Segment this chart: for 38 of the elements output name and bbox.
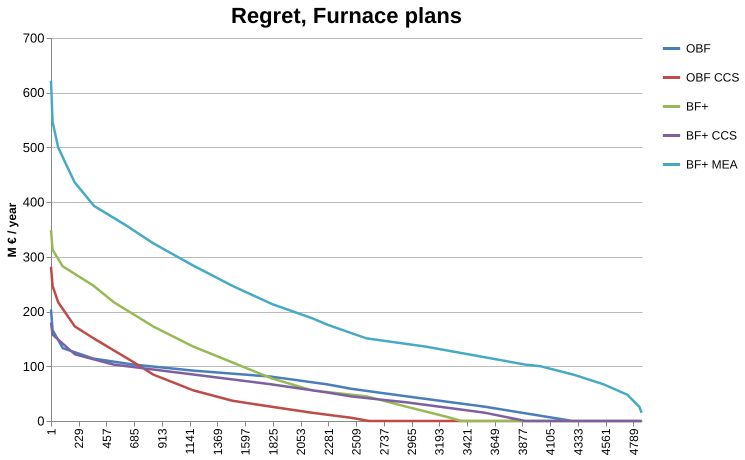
x-tick-label: 1141 [183, 428, 198, 454]
legend-label: OBF [686, 42, 711, 56]
y-tick-label: 0 [37, 414, 44, 428]
legend-label: BF+ CCS [686, 128, 738, 142]
legend-label: OBF CCS [686, 70, 740, 84]
x-tick-label: 4105 [544, 428, 558, 456]
y-tick-label: 700 [22, 30, 44, 46]
x-tick-label: 913 [155, 428, 170, 449]
y-tick-label: 200 [22, 304, 44, 320]
x-tick-label: 2509 [350, 428, 364, 456]
legend-label: BF+ MEA [686, 158, 738, 172]
x-tick-label: 2281 [322, 428, 336, 456]
x-tick-label: 3193 [432, 428, 447, 456]
x-tick-label: 1369 [210, 428, 225, 456]
x-tick-label: 1825 [266, 428, 280, 456]
chart-title: Regret, Furnace plans [230, 3, 462, 28]
x-tick-label: 2737 [377, 428, 392, 456]
line-series [50, 79, 643, 414]
y-axis-title: M € / year [4, 202, 19, 258]
y-tick-label: 100 [22, 358, 44, 374]
x-tick-label: 229 [72, 428, 86, 449]
x-tick-label: 685 [128, 428, 142, 449]
x-tick-label: 4789 [626, 428, 641, 456]
y-tick-label: 400 [22, 194, 44, 210]
y-tick-label: 500 [22, 140, 44, 155]
legend-label: BF+ [686, 100, 708, 114]
x-tick-label: 2965 [405, 428, 420, 456]
x-tick-label: 4561 [599, 428, 614, 456]
x-tick-label: 3649 [488, 428, 502, 456]
x-tick-label: 3421 [460, 428, 474, 456]
x-tick-label: 3877 [516, 428, 530, 456]
x-tick-label: 1597 [238, 428, 253, 456]
y-tick-label: 600 [22, 85, 44, 100]
x-tick-label: 1 [44, 428, 58, 436]
x-tick-label: 2053 [294, 428, 308, 456]
x-tick-label: 457 [100, 428, 114, 449]
y-tick-label: 300 [22, 249, 44, 264]
x-tick-label: 4333 [571, 428, 586, 456]
